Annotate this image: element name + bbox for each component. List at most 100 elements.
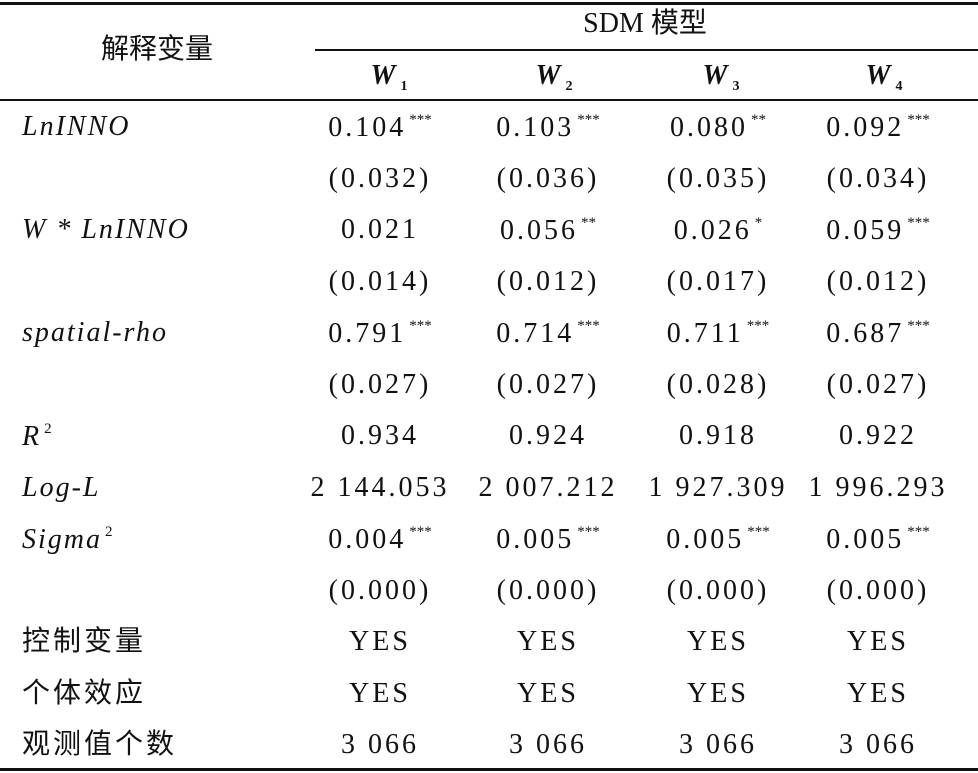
column-base: W [702,60,730,91]
cell-value: 0.103 [496,112,575,143]
cell-value: YES [517,677,579,709]
cell: 0.056 ** [500,216,596,245]
row-label: LnINNO [22,113,130,141]
cell: (0.027) [826,368,930,400]
cell-value: 0.080 [670,112,748,143]
row-label: 个体效应 [22,679,146,708]
top-rule [0,2,978,5]
cell-value: (0.035) [666,162,770,194]
cell-value: 0.918 [679,420,757,451]
cell-stars: *** [746,318,770,334]
cell: 0.104 *** [328,113,432,142]
cell-value: 0.021 [341,214,419,245]
cell-value: 0.922 [839,420,917,451]
cell: YES [517,628,579,656]
cell-value: YES [847,626,909,657]
cell-value: 0.005 [826,524,905,555]
cell: (0.000) [826,574,930,606]
cell-stars: ** [751,112,766,128]
cell: YES [349,677,411,709]
cell: (0.017) [667,267,770,296]
cell: YES [847,679,909,708]
cell-value: 0.924 [509,420,587,451]
row-header: 解释变量 [100,34,214,65]
cell-value: 0.791 [328,318,407,349]
row-label-sup: 2 [44,421,54,437]
cell-value: (0.032) [328,162,432,194]
cell-value: 0.711 [666,318,744,349]
column-sub: 2 [565,79,575,94]
header-rule [0,99,978,101]
row-label: Log-L [22,471,101,503]
bottom-rule [0,768,978,771]
cell-value: YES [349,677,411,709]
cell-value: 3 066 [341,729,419,760]
cell-value: (0.036) [496,162,600,194]
cell: (0.036) [496,162,600,194]
cell: (0.032) [328,162,432,194]
row-label-text: W * LnINNO [22,214,190,245]
row-label: 控制变量 [22,628,146,656]
cell-stars: *** [409,112,432,128]
cell-value: 2 144.053 [310,471,450,503]
cell-stars: ** [581,215,596,231]
group-rule [315,49,978,51]
cell-value: (0.034) [826,162,930,194]
cell: 2 144.053 [310,471,450,503]
cell: 0.934 [341,422,419,450]
cell-value: (0.000) [826,574,930,606]
cell-value: (0.028) [666,368,770,400]
cell-stars: *** [907,524,930,540]
row-label-text: LnINNO [22,111,131,142]
column-base: W [535,60,563,91]
cell: 0.924 [509,422,587,450]
cell-stars: *** [747,524,770,540]
cell: (0.035) [666,162,770,194]
cell: 0.080 ** [670,113,766,142]
cell: 3 066 [679,731,757,759]
column-base: W [865,60,893,91]
cell-stars: *** [577,112,600,128]
cell: 0.005 *** [826,525,930,554]
cell: (0.000) [497,576,600,605]
cell: (0.028) [666,368,770,400]
cell-value: (0.027) [826,368,930,400]
cell: YES [847,628,909,656]
cell: YES [517,677,579,709]
cell: 0.092 *** [826,113,930,142]
cell-value: 2 007.212 [478,471,618,503]
row-label-text: 控制变量 [22,626,147,657]
cell: (0.034) [826,162,930,194]
cell: (0.027) [329,370,432,399]
cell: 0.918 [679,422,757,450]
cell: 0.026 * [674,216,763,245]
cell: (0.012) [826,265,930,297]
row-label-text: spatial-rho [22,317,168,348]
cell-value: (0.012) [826,265,930,297]
cell-value: 0.004 [328,524,407,555]
cell-value: (0.014) [328,265,432,297]
cell-value: 3 066 [839,729,917,760]
row-label-text: Log-L [22,471,101,503]
column-sub: 4 [895,79,905,94]
cell-value: 0.714 [496,318,575,349]
cell-value: 0.056 [500,215,578,246]
cell-stars: *** [409,318,432,334]
cell: (0.000) [667,576,770,605]
cell-stars: *** [577,524,600,540]
cell-value: 1 927.309 [648,471,788,503]
cell: 2 007.212 [478,471,618,503]
cell-value: YES [517,626,579,657]
cell: 0.714 *** [496,319,600,348]
row-label-sup: 2 [105,524,115,540]
cell-value: (0.000) [328,574,432,606]
cell: 0.021 [341,216,419,244]
cell: YES [687,679,749,708]
cell-value: 0.005 [496,524,575,555]
row-label: Sigma 2 [22,525,115,554]
column-sub: 1 [400,79,410,94]
cell-stars: *** [907,215,930,231]
cell-value: 3 066 [679,729,757,760]
